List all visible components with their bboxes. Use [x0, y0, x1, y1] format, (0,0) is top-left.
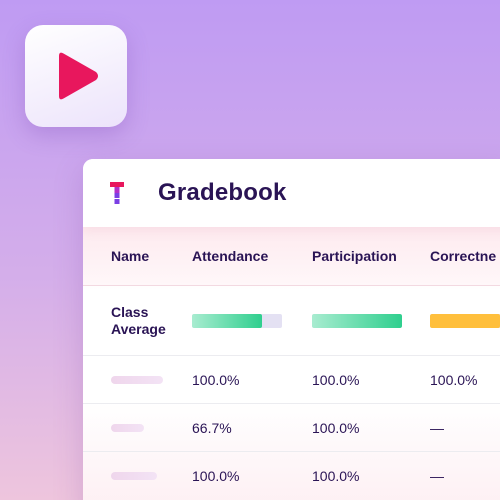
correctness-value: —: [430, 419, 444, 436]
participation-average-fill: [312, 313, 402, 328]
video-play-tile[interactable]: [25, 25, 127, 127]
table-row[interactable]: 100.0% 100.0% 100.0%: [83, 356, 500, 404]
gradebook-logo-icon: [110, 182, 124, 204]
attendance-value: 100.0%: [192, 371, 240, 388]
gradebook-table: Name Attendance Participation Correctne …: [83, 227, 500, 500]
participation-average-bar: [312, 313, 402, 328]
page-title: Gradebook: [158, 179, 287, 206]
class-average-label: Class Average: [111, 303, 166, 337]
play-icon: [59, 52, 98, 100]
attendance-average-fill: [192, 313, 263, 328]
student-name-placeholder: [111, 375, 163, 384]
gradebook-header: Gradebook: [83, 159, 500, 227]
table-header-row: Name Attendance Participation Correctne: [83, 227, 500, 286]
column-header-name[interactable]: Name: [111, 248, 150, 264]
gradebook-card: Gradebook Name Attendance Participation …: [83, 159, 500, 500]
correctness-value: —: [430, 468, 444, 484]
class-average-row: Class Average: [83, 286, 500, 356]
attendance-value: 66.7%: [192, 419, 232, 436]
participation-value: 100.0%: [312, 371, 360, 388]
correctness-average-bar: [430, 313, 500, 328]
attendance-value: 100.0%: [192, 468, 240, 484]
correctness-average-fill: [430, 313, 500, 328]
attendance-average-bar: [192, 313, 282, 328]
column-header-attendance[interactable]: Attendance: [192, 248, 269, 264]
student-name-placeholder: [111, 423, 144, 432]
table-row[interactable]: 100.0% 100.0% —: [83, 452, 500, 500]
student-name-placeholder: [111, 472, 157, 480]
participation-value: 100.0%: [312, 468, 360, 484]
correctness-value: 100.0%: [430, 371, 478, 388]
column-header-participation[interactable]: Participation: [312, 248, 397, 264]
participation-value: 100.0%: [312, 419, 360, 436]
table-row[interactable]: 66.7% 100.0% —: [83, 404, 500, 452]
column-header-correctness[interactable]: Correctne: [430, 248, 497, 264]
